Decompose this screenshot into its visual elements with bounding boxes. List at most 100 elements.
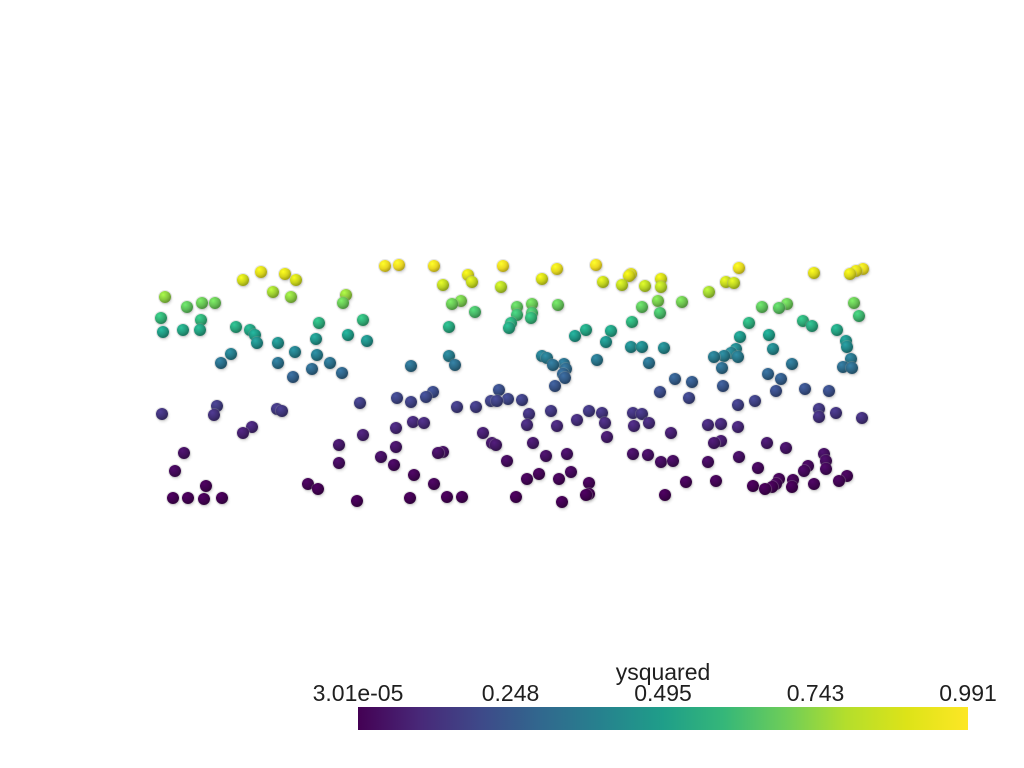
scatter-point <box>591 354 603 366</box>
scatter-point <box>469 306 481 318</box>
scatter-point <box>182 492 194 504</box>
scatter-point <box>495 281 507 293</box>
scatter-point <box>605 325 617 337</box>
scatter-point <box>437 279 449 291</box>
scatter-point <box>716 362 728 374</box>
scatter-point <box>375 451 387 463</box>
scatter-point <box>799 383 811 395</box>
scatter-point <box>808 267 820 279</box>
scatter-point <box>752 462 764 474</box>
scatter-point <box>272 337 284 349</box>
scatter-point <box>441 491 453 503</box>
scatter-point <box>639 280 651 292</box>
scatter-point <box>523 408 535 420</box>
scatter-point <box>616 279 628 291</box>
scatter-point <box>853 310 865 322</box>
scatter-point <box>521 419 533 431</box>
scatter-point <box>536 273 548 285</box>
scatter-point <box>643 357 655 369</box>
scatter-point <box>571 414 583 426</box>
scatter-point <box>289 346 301 358</box>
scatter-point <box>156 408 168 420</box>
scatter-point <box>157 326 169 338</box>
colorbar-tick-label: 0.991 <box>939 680 997 706</box>
scatter-point <box>196 297 208 309</box>
scatter-point <box>642 449 654 461</box>
scatter-point <box>820 463 832 475</box>
scatter-point <box>732 351 744 363</box>
scatter-point <box>418 417 430 429</box>
scatter-point <box>310 333 322 345</box>
scatter-point <box>490 439 502 451</box>
scatter-point <box>216 492 228 504</box>
scatter-point <box>596 407 608 419</box>
scatter-point <box>549 380 561 392</box>
scatter-point <box>178 447 190 459</box>
scatter-point <box>456 491 468 503</box>
scatter-point <box>831 324 843 336</box>
colorbar-tick-label: 0.495 <box>634 680 692 706</box>
scatter-point <box>728 277 740 289</box>
scatter-point <box>659 489 671 501</box>
scatter-point <box>710 475 722 487</box>
scatter-point <box>762 368 774 380</box>
scatter-point <box>279 268 291 280</box>
scatter-point <box>703 286 715 298</box>
scatter-point <box>290 274 302 286</box>
scatter-point <box>813 411 825 423</box>
scatter-point <box>732 399 744 411</box>
scatter-point <box>276 405 288 417</box>
scatter-point <box>654 307 666 319</box>
scatter-point <box>357 429 369 441</box>
scatter-point <box>749 395 761 407</box>
scatter-point <box>194 324 206 336</box>
scatter-point <box>763 329 775 341</box>
scatter-point <box>405 396 417 408</box>
scatter-point <box>628 420 640 432</box>
scatter-point <box>846 362 858 374</box>
scatter-point <box>312 483 324 495</box>
scatter-point <box>786 358 798 370</box>
scatter-point <box>583 405 595 417</box>
scatter-point <box>237 427 249 439</box>
scatter-point <box>357 314 369 326</box>
scatter-point <box>449 359 461 371</box>
scatter-point <box>808 478 820 490</box>
scatter-point <box>466 276 478 288</box>
scatter-point <box>379 260 391 272</box>
scatter-point <box>830 407 842 419</box>
scatter-point <box>683 392 695 404</box>
scatter-point <box>404 492 416 504</box>
scatter-point <box>775 373 787 385</box>
scatter-point <box>287 371 299 383</box>
scatter-point <box>767 343 779 355</box>
scatter-point <box>393 259 405 271</box>
scatter-point <box>390 422 402 434</box>
scatter-point <box>246 421 258 433</box>
scatter-point <box>510 491 522 503</box>
scatter-point <box>313 317 325 329</box>
scatter-point <box>569 330 581 342</box>
scatter-point <box>405 360 417 372</box>
scatter-point <box>652 295 664 307</box>
scatter-point <box>547 359 559 371</box>
scatter-point <box>302 478 314 490</box>
colorbar-tick-label: 0.743 <box>786 680 845 706</box>
scatter-point <box>559 372 571 384</box>
scatter-point <box>533 468 545 480</box>
scatter-point <box>470 401 482 413</box>
scatter-point <box>351 495 363 507</box>
colorbar-title: ysquared <box>615 659 711 685</box>
scatter-point <box>580 324 592 336</box>
scatter-point <box>669 373 681 385</box>
scatter-point <box>759 483 771 495</box>
scatter-point <box>561 448 573 460</box>
scatter-point <box>756 301 768 313</box>
scatter-point <box>230 321 242 333</box>
scatter-point <box>181 301 193 313</box>
scatter-point <box>552 299 564 311</box>
scatter-point <box>551 263 563 275</box>
scatter-point <box>407 416 419 428</box>
scatter-point <box>676 296 688 308</box>
